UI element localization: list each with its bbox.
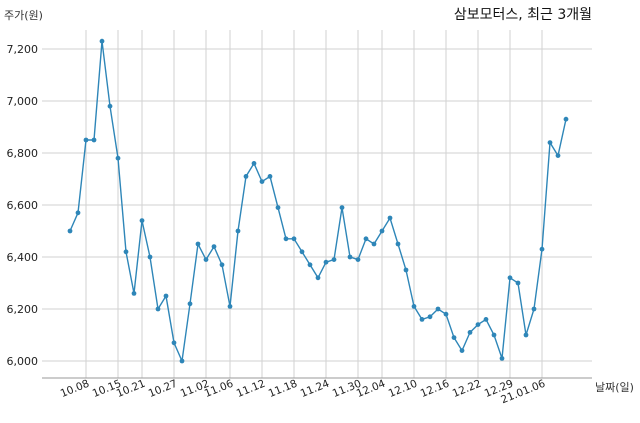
x-tick-label: 10.08	[59, 378, 91, 400]
price-point	[131, 291, 137, 296]
y-tick-label: 6,400	[7, 251, 39, 264]
price-point	[155, 306, 161, 312]
chart-title: 삼보모터스, 최근 3개월	[454, 7, 592, 23]
price-point	[547, 140, 553, 146]
price-point	[283, 236, 289, 242]
price-point	[83, 137, 89, 143]
price-points	[67, 38, 569, 364]
price-point	[259, 179, 265, 185]
price-point	[179, 358, 185, 364]
price-point	[443, 311, 449, 317]
price-point	[451, 335, 457, 340]
y-axis-label: 주가(원)	[4, 9, 43, 22]
price-point	[115, 155, 121, 161]
grid	[42, 30, 592, 378]
price-point	[515, 280, 521, 286]
price-point	[275, 205, 281, 211]
x-tick-label: 12.10	[387, 378, 419, 400]
price-point	[459, 348, 465, 353]
price-point	[371, 241, 377, 247]
x-tick-label: 11.12	[235, 378, 267, 400]
price-point	[563, 116, 569, 122]
price-point	[291, 236, 297, 242]
price-point	[163, 293, 169, 299]
y-tick-label: 6,200	[7, 303, 39, 316]
x-tick-label: 12.22	[451, 378, 483, 400]
x-tick-label: 12.16	[419, 378, 452, 401]
price-point	[91, 137, 97, 143]
price-point	[379, 228, 385, 234]
price-point	[211, 244, 217, 250]
price-point	[339, 205, 345, 211]
price-point	[267, 174, 273, 179]
y-tick-label: 6,000	[7, 355, 39, 368]
price-point	[75, 210, 81, 216]
price-point	[123, 249, 129, 255]
price-point	[483, 317, 489, 322]
price-point	[323, 259, 329, 265]
price-point	[99, 38, 105, 44]
x-tick-label: 10.27	[147, 378, 179, 400]
price-point	[67, 228, 73, 234]
price-point	[227, 304, 233, 309]
price-point	[299, 249, 305, 255]
price-point	[475, 322, 481, 327]
price-point	[491, 332, 497, 338]
price-point	[507, 275, 513, 281]
price-point	[363, 236, 369, 242]
price-point	[555, 153, 561, 159]
price-point	[195, 241, 201, 247]
x-tick-label: 11.24	[299, 378, 332, 401]
price-point	[531, 306, 537, 312]
price-point	[355, 257, 361, 262]
price-point	[251, 161, 257, 166]
price-point	[243, 174, 249, 179]
price-point	[403, 267, 409, 273]
price-point	[107, 103, 113, 109]
price-point	[427, 314, 433, 320]
price-point	[139, 218, 145, 224]
price-point	[331, 257, 337, 262]
price-point	[539, 246, 545, 252]
y-tick-label: 7,000	[7, 95, 39, 108]
price-point	[219, 262, 225, 268]
price-point	[235, 228, 241, 234]
price-point	[147, 254, 153, 260]
y-tick-label: 6,800	[7, 147, 39, 160]
price-line	[69, 41, 567, 364]
price-point	[411, 304, 417, 309]
y-tick-labels: 6,000 6,200 6,400 6,600 6,800 7,000 7,200	[7, 43, 39, 368]
price-point	[499, 356, 505, 361]
y-tick-label: 7,200	[7, 43, 39, 56]
price-point	[171, 340, 177, 346]
price-point	[315, 275, 321, 281]
price-point	[467, 330, 473, 335]
x-axis-label: 날짜(일)	[595, 380, 634, 394]
price-point	[187, 301, 193, 307]
price-point	[395, 241, 401, 247]
price-point	[203, 257, 209, 262]
price-point	[435, 306, 441, 312]
y-tick-label: 6,600	[7, 199, 39, 212]
price-point	[523, 332, 529, 338]
x-tick-label: 11.18	[267, 378, 299, 400]
price-point	[419, 317, 425, 322]
price-point	[307, 262, 313, 268]
price-point	[387, 215, 393, 221]
price-point	[347, 254, 353, 260]
